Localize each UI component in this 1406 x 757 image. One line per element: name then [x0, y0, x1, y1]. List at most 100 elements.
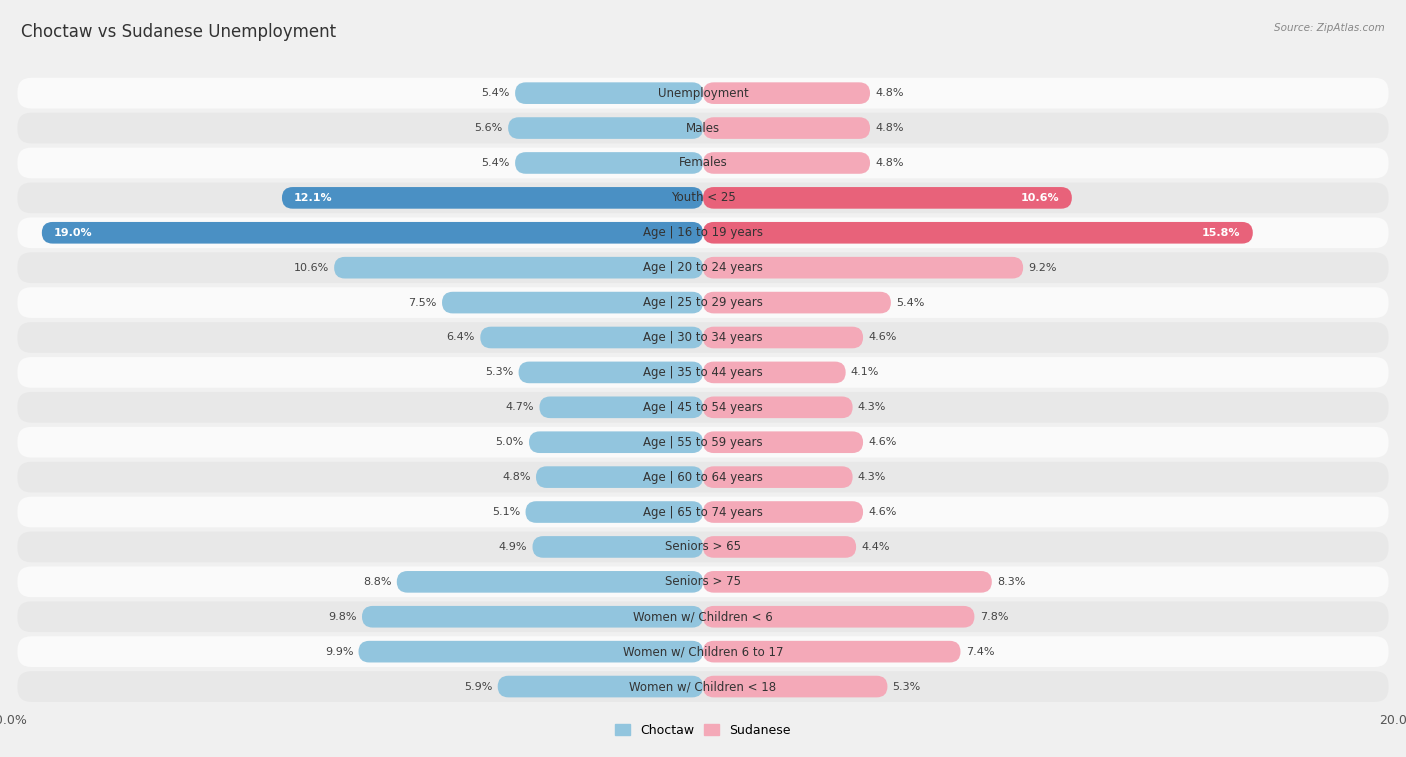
FancyBboxPatch shape — [283, 187, 703, 209]
FancyBboxPatch shape — [703, 571, 991, 593]
Text: 5.4%: 5.4% — [481, 88, 510, 98]
Text: Age | 35 to 44 years: Age | 35 to 44 years — [643, 366, 763, 379]
FancyBboxPatch shape — [17, 148, 1389, 179]
FancyBboxPatch shape — [519, 362, 703, 383]
Text: Source: ZipAtlas.com: Source: ZipAtlas.com — [1274, 23, 1385, 33]
Text: 5.9%: 5.9% — [464, 681, 492, 692]
Text: Age | 25 to 29 years: Age | 25 to 29 years — [643, 296, 763, 309]
FancyBboxPatch shape — [703, 152, 870, 174]
FancyBboxPatch shape — [17, 601, 1389, 632]
FancyBboxPatch shape — [508, 117, 703, 139]
FancyBboxPatch shape — [703, 466, 852, 488]
Text: Women w/ Children < 18: Women w/ Children < 18 — [630, 680, 776, 693]
FancyBboxPatch shape — [703, 291, 891, 313]
Text: Unemployment: Unemployment — [658, 86, 748, 100]
Text: 8.8%: 8.8% — [363, 577, 391, 587]
FancyBboxPatch shape — [533, 536, 703, 558]
Text: 4.6%: 4.6% — [869, 332, 897, 342]
Text: 4.9%: 4.9% — [499, 542, 527, 552]
FancyBboxPatch shape — [703, 536, 856, 558]
FancyBboxPatch shape — [703, 117, 870, 139]
Text: 9.8%: 9.8% — [328, 612, 357, 621]
Text: 4.8%: 4.8% — [876, 123, 904, 133]
Text: Women w/ Children 6 to 17: Women w/ Children 6 to 17 — [623, 645, 783, 658]
Text: 4.6%: 4.6% — [869, 438, 897, 447]
Text: Youth < 25: Youth < 25 — [671, 192, 735, 204]
Text: Age | 16 to 19 years: Age | 16 to 19 years — [643, 226, 763, 239]
Text: Age | 65 to 74 years: Age | 65 to 74 years — [643, 506, 763, 519]
FancyBboxPatch shape — [536, 466, 703, 488]
Text: 5.1%: 5.1% — [492, 507, 520, 517]
Text: 10.6%: 10.6% — [1021, 193, 1060, 203]
FancyBboxPatch shape — [703, 431, 863, 453]
FancyBboxPatch shape — [703, 257, 1024, 279]
FancyBboxPatch shape — [703, 641, 960, 662]
Text: 9.2%: 9.2% — [1028, 263, 1057, 273]
Text: 4.7%: 4.7% — [506, 402, 534, 413]
FancyBboxPatch shape — [396, 571, 703, 593]
FancyBboxPatch shape — [335, 257, 703, 279]
Text: Age | 45 to 54 years: Age | 45 to 54 years — [643, 400, 763, 414]
Text: 4.3%: 4.3% — [858, 472, 886, 482]
FancyBboxPatch shape — [17, 531, 1389, 562]
Text: 4.8%: 4.8% — [502, 472, 530, 482]
Text: 4.8%: 4.8% — [876, 88, 904, 98]
FancyBboxPatch shape — [17, 252, 1389, 283]
Text: 7.8%: 7.8% — [980, 612, 1008, 621]
FancyBboxPatch shape — [703, 222, 1253, 244]
Text: Age | 60 to 64 years: Age | 60 to 64 years — [643, 471, 763, 484]
FancyBboxPatch shape — [17, 566, 1389, 597]
Legend: Choctaw, Sudanese: Choctaw, Sudanese — [610, 718, 796, 742]
Text: 5.4%: 5.4% — [896, 298, 925, 307]
FancyBboxPatch shape — [703, 501, 863, 523]
Text: Females: Females — [679, 157, 727, 170]
Text: 9.9%: 9.9% — [325, 646, 353, 656]
FancyBboxPatch shape — [703, 83, 870, 104]
Text: 19.0%: 19.0% — [53, 228, 93, 238]
FancyBboxPatch shape — [703, 606, 974, 628]
Text: Age | 55 to 59 years: Age | 55 to 59 years — [643, 436, 763, 449]
Text: Age | 20 to 24 years: Age | 20 to 24 years — [643, 261, 763, 274]
FancyBboxPatch shape — [17, 287, 1389, 318]
FancyBboxPatch shape — [359, 641, 703, 662]
Text: Choctaw vs Sudanese Unemployment: Choctaw vs Sudanese Unemployment — [21, 23, 336, 41]
FancyBboxPatch shape — [42, 222, 703, 244]
Text: Age | 30 to 34 years: Age | 30 to 34 years — [643, 331, 763, 344]
FancyBboxPatch shape — [703, 676, 887, 697]
Text: 4.4%: 4.4% — [862, 542, 890, 552]
FancyBboxPatch shape — [540, 397, 703, 418]
Text: 4.6%: 4.6% — [869, 507, 897, 517]
FancyBboxPatch shape — [498, 676, 703, 697]
FancyBboxPatch shape — [17, 427, 1389, 457]
FancyBboxPatch shape — [17, 462, 1389, 493]
FancyBboxPatch shape — [17, 357, 1389, 388]
FancyBboxPatch shape — [17, 322, 1389, 353]
Text: 5.0%: 5.0% — [495, 438, 524, 447]
FancyBboxPatch shape — [481, 327, 703, 348]
Text: 4.3%: 4.3% — [858, 402, 886, 413]
FancyBboxPatch shape — [17, 113, 1389, 143]
Text: Seniors > 65: Seniors > 65 — [665, 540, 741, 553]
FancyBboxPatch shape — [529, 431, 703, 453]
FancyBboxPatch shape — [361, 606, 703, 628]
FancyBboxPatch shape — [17, 671, 1389, 702]
Text: Seniors > 75: Seniors > 75 — [665, 575, 741, 588]
FancyBboxPatch shape — [17, 392, 1389, 422]
FancyBboxPatch shape — [703, 327, 863, 348]
FancyBboxPatch shape — [441, 291, 703, 313]
FancyBboxPatch shape — [515, 83, 703, 104]
Text: 5.6%: 5.6% — [475, 123, 503, 133]
FancyBboxPatch shape — [515, 152, 703, 174]
FancyBboxPatch shape — [703, 397, 852, 418]
Text: 12.1%: 12.1% — [294, 193, 333, 203]
Text: 4.8%: 4.8% — [876, 158, 904, 168]
Text: Women w/ Children < 6: Women w/ Children < 6 — [633, 610, 773, 623]
Text: Males: Males — [686, 122, 720, 135]
FancyBboxPatch shape — [17, 78, 1389, 108]
FancyBboxPatch shape — [703, 362, 845, 383]
FancyBboxPatch shape — [17, 637, 1389, 667]
Text: 4.1%: 4.1% — [851, 367, 879, 378]
Text: 5.4%: 5.4% — [481, 158, 510, 168]
Text: 7.4%: 7.4% — [966, 646, 994, 656]
FancyBboxPatch shape — [526, 501, 703, 523]
